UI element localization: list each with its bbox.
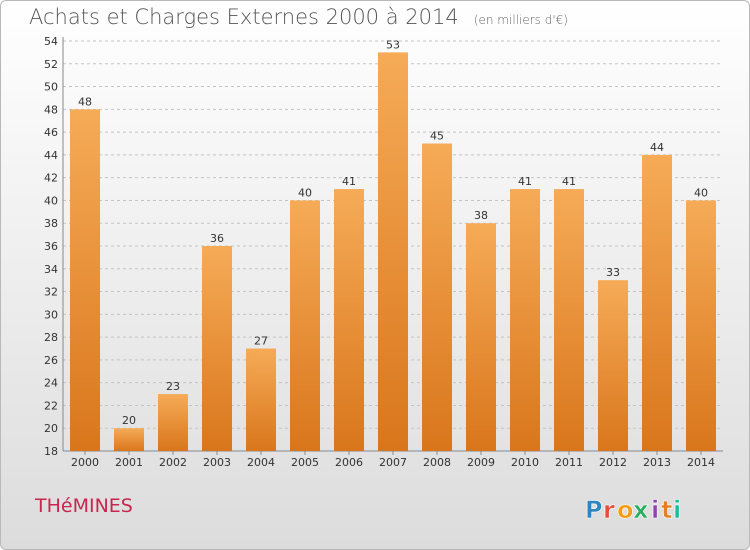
bar-2012 — [598, 280, 628, 451]
bar-2008 — [422, 143, 452, 451]
y-tick-label: 34 — [44, 263, 58, 276]
y-tick-labels: 18 20 22 24 26 28 30 32 34 36 38 40 42 44 46 48 50 52 54 — [44, 35, 58, 458]
y-tick-label: 52 — [44, 58, 58, 71]
chart-title-block: Achats et Charges Externes 2000 à 2014 (… — [29, 5, 568, 29]
data-label-2008: 45 — [430, 130, 444, 143]
x-tick-label-2013: 2013 — [643, 456, 671, 469]
bar-2001 — [114, 428, 144, 451]
bar-2006 — [334, 189, 364, 452]
y-tick-label: 36 — [44, 240, 58, 253]
y-tick-label: 42 — [44, 172, 58, 185]
y-tick-label: 24 — [44, 377, 58, 390]
y-tick-label: 30 — [44, 308, 58, 321]
x-tick-label-2010: 2010 — [511, 456, 539, 469]
x-tick-label-2014: 2014 — [687, 456, 715, 469]
x-tick-label-2000: 2000 — [71, 456, 99, 469]
y-tick-label: 40 — [44, 194, 58, 207]
y-tick-label: 46 — [44, 126, 58, 139]
data-label-2002: 23 — [166, 380, 180, 393]
bar-2010 — [510, 189, 540, 452]
data-label-2006: 41 — [342, 175, 356, 188]
y-tick-label: 18 — [44, 445, 58, 458]
x-tick-label-2007: 2007 — [379, 456, 407, 469]
data-label-2010: 41 — [518, 175, 532, 188]
bar-2004 — [246, 348, 276, 451]
data-label-2013: 44 — [650, 141, 664, 154]
bar-2000 — [70, 109, 100, 451]
bar-2002 — [158, 394, 188, 451]
bar-2011 — [554, 189, 584, 452]
x-tick-label-2008: 2008 — [423, 456, 451, 469]
data-label-2009: 38 — [474, 209, 488, 222]
y-tick-label: 50 — [44, 81, 58, 94]
bar-2014 — [686, 200, 716, 451]
y-tick-label: 26 — [44, 354, 58, 367]
data-label-2011: 41 — [562, 175, 576, 188]
data-label-2004: 27 — [254, 335, 268, 348]
logo-letter: P — [585, 496, 603, 524]
y-tick-label: 44 — [44, 149, 58, 162]
x-tick-label-2011: 2011 — [555, 456, 583, 469]
x-tick-label-2012: 2012 — [599, 456, 627, 469]
logo-letter: o — [617, 496, 634, 524]
bars — [70, 52, 716, 452]
data-label-2001: 20 — [122, 414, 136, 427]
bar-2007 — [378, 52, 408, 452]
y-tick-label: 28 — [44, 331, 58, 344]
logo-letter: x — [633, 496, 649, 524]
y-tick-label: 22 — [44, 399, 58, 412]
logo-letter: t — [661, 496, 672, 524]
bar-2013 — [642, 154, 672, 451]
x-tick-label-2006: 2006 — [335, 456, 363, 469]
data-label-2000: 48 — [78, 95, 92, 108]
bar-2003 — [202, 246, 232, 451]
x-tick-label-2004: 2004 — [247, 456, 275, 469]
bar-2009 — [466, 223, 496, 451]
data-label-2014: 40 — [694, 186, 708, 199]
chart-title: Achats et Charges Externes 2000 à 2014 — [29, 5, 459, 29]
y-tick-label: 20 — [44, 422, 58, 435]
x-tick-label-2003: 2003 — [203, 456, 231, 469]
logo-letter: i — [651, 496, 659, 524]
bar-2005 — [290, 200, 320, 451]
x-tick-label-2001: 2001 — [115, 456, 143, 469]
commune-name: THéMINES — [35, 495, 133, 517]
data-labels: 48 20 23 36 27 40 41 53 45 38 41 41 33 44 40 — [78, 38, 708, 427]
y-tick-label: 32 — [44, 286, 58, 299]
x-tick-label-2009: 2009 — [467, 456, 495, 469]
x-tick-label-2002: 2002 — [159, 456, 187, 469]
data-label-2012: 33 — [606, 266, 620, 279]
logo-letter: r — [603, 496, 615, 524]
y-tick-label: 48 — [44, 103, 58, 116]
x-tick-labels: 2000 2001 2002 2003 2004 2005 2006 2007 2008 2009… — [71, 456, 715, 469]
x-tick-label-2005: 2005 — [291, 456, 319, 469]
data-label-2005: 40 — [298, 186, 312, 199]
y-tick-label: 38 — [44, 217, 58, 230]
y-tick-label: 54 — [44, 35, 58, 48]
logo-letter: i — [673, 496, 681, 524]
data-label-2003: 36 — [210, 232, 224, 245]
chart-subtitle: (en milliers d'€) — [473, 13, 568, 27]
data-label-2007: 53 — [386, 38, 400, 51]
